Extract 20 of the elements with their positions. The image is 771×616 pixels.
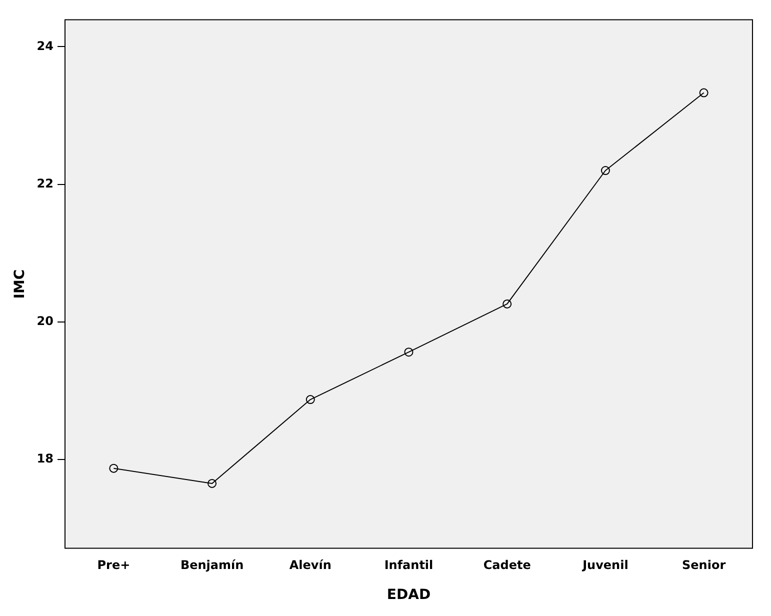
x-tick-label: Cadete	[483, 558, 531, 572]
y-tick-label: 20	[36, 314, 54, 328]
x-tick-label: Juvenil	[582, 558, 628, 572]
x-tick-label: Infantil	[384, 558, 434, 572]
y-axis-title: IMC	[12, 269, 28, 299]
point	[404, 348, 414, 357]
x-tick-label: Benjamín	[180, 558, 244, 572]
y-tick-label: 22	[36, 176, 54, 190]
y-tick-label: 24	[36, 38, 54, 53]
point	[699, 88, 708, 98]
point	[600, 166, 610, 176]
x-tick-label: Alevín	[289, 558, 332, 572]
y-tick-label: 18	[36, 452, 54, 466]
point	[208, 478, 217, 488]
x-axis-title: EDAD	[386, 587, 431, 604]
point	[109, 464, 118, 473]
point	[306, 395, 315, 404]
x-tick-label: Pre+	[97, 558, 130, 572]
point	[502, 299, 512, 308]
x-tick-label: Senior	[682, 558, 726, 572]
